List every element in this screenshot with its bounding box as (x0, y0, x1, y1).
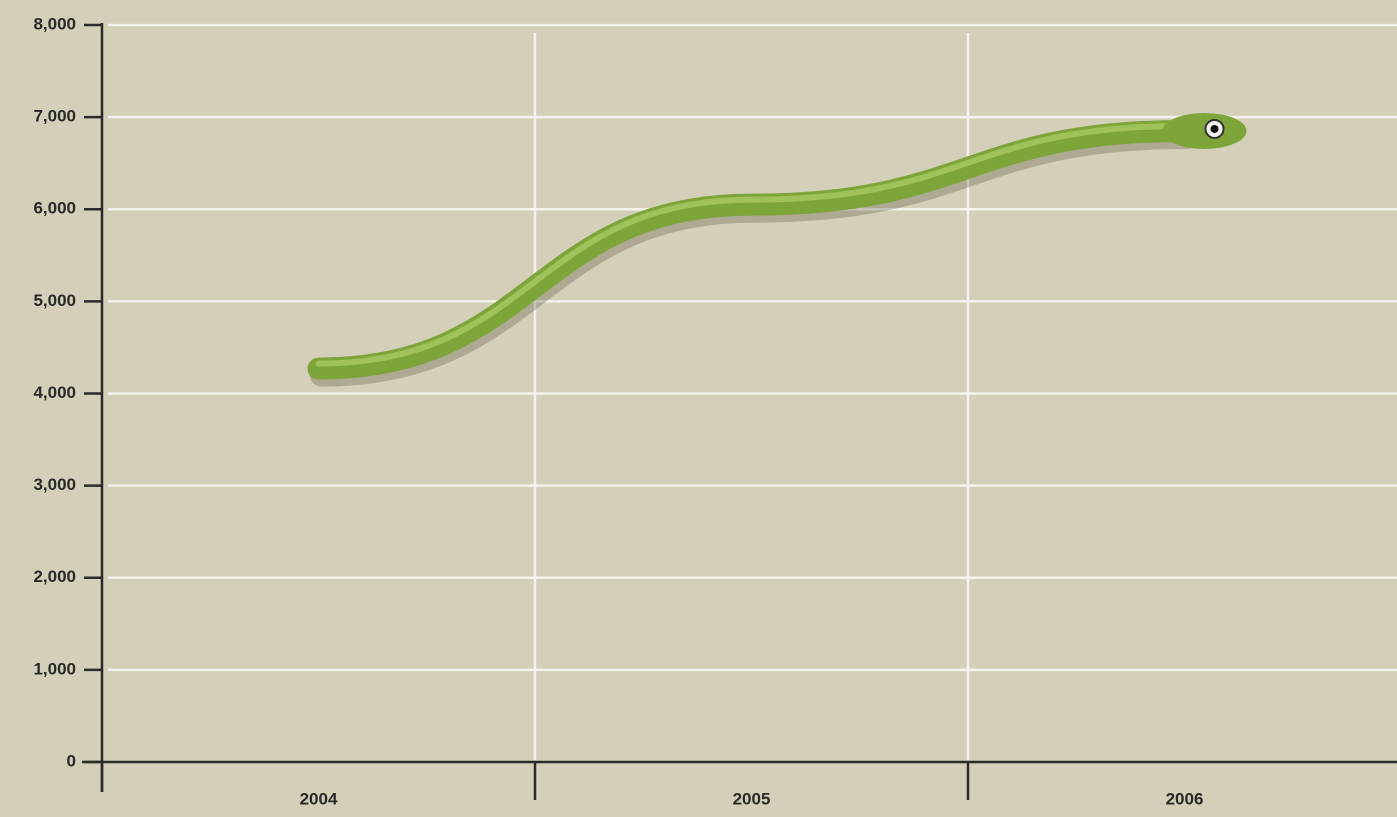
y-tick-label: 0 (67, 751, 76, 770)
y-tick-label: 8,000 (33, 14, 76, 33)
snake-pupil (1210, 124, 1219, 133)
snake-head (1162, 112, 1247, 149)
y-tick-label: 1,000 (33, 659, 76, 678)
y-tick-label: 6,000 (33, 199, 76, 218)
y-tick-label: 3,000 (33, 475, 76, 494)
x-tick-label: 2006 (1166, 789, 1204, 808)
line (307, 119, 1196, 380)
y-tick-label: 5,000 (33, 291, 76, 310)
y-tick-label: 4,000 (33, 383, 76, 402)
x-tick-label: 2004 (300, 789, 338, 808)
x-tick-label: 2005 (733, 789, 771, 808)
snake-highlight (315, 122, 1188, 367)
y-tick-label: 7,000 (33, 107, 76, 126)
y-tick-label: 2,000 (33, 567, 76, 586)
